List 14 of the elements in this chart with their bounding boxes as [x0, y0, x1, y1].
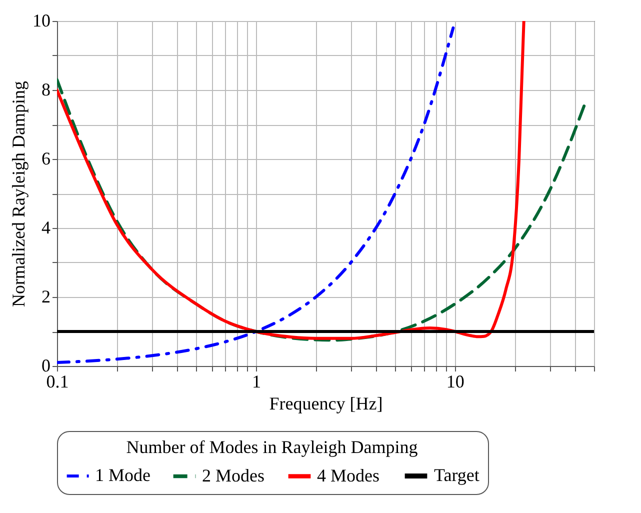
y-tick-label: 4 — [42, 218, 50, 238]
y-axis-title: Normalized Rayleigh Damping — [8, 81, 28, 307]
y-tick-label: 10 — [32, 10, 50, 30]
legend-title: Number of Modes in Rayleigh Damping — [126, 437, 418, 457]
x-axis-title: Frequency [Hz] — [269, 394, 383, 414]
legend-label: 4 Modes — [317, 465, 380, 486]
legend-label: Target — [434, 465, 480, 485]
y-tick-label: 6 — [42, 148, 50, 168]
y-tick-label: 2 — [42, 286, 50, 306]
legend-label: 1 Mode — [95, 465, 151, 485]
x-tick-label: 10 — [446, 372, 464, 392]
legend-label: 2 Modes — [202, 465, 264, 486]
x-tick-label: 1 — [252, 372, 261, 392]
y-tick-label: 8 — [42, 80, 50, 100]
